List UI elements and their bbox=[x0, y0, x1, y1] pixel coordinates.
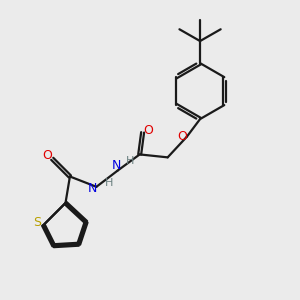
Text: H: H bbox=[126, 156, 134, 166]
Text: O: O bbox=[178, 130, 187, 143]
Text: H: H bbox=[105, 178, 113, 188]
Text: N: N bbox=[112, 159, 121, 172]
Text: O: O bbox=[42, 149, 52, 162]
Text: O: O bbox=[143, 124, 153, 137]
Text: N: N bbox=[88, 182, 98, 195]
Text: S: S bbox=[33, 216, 41, 229]
